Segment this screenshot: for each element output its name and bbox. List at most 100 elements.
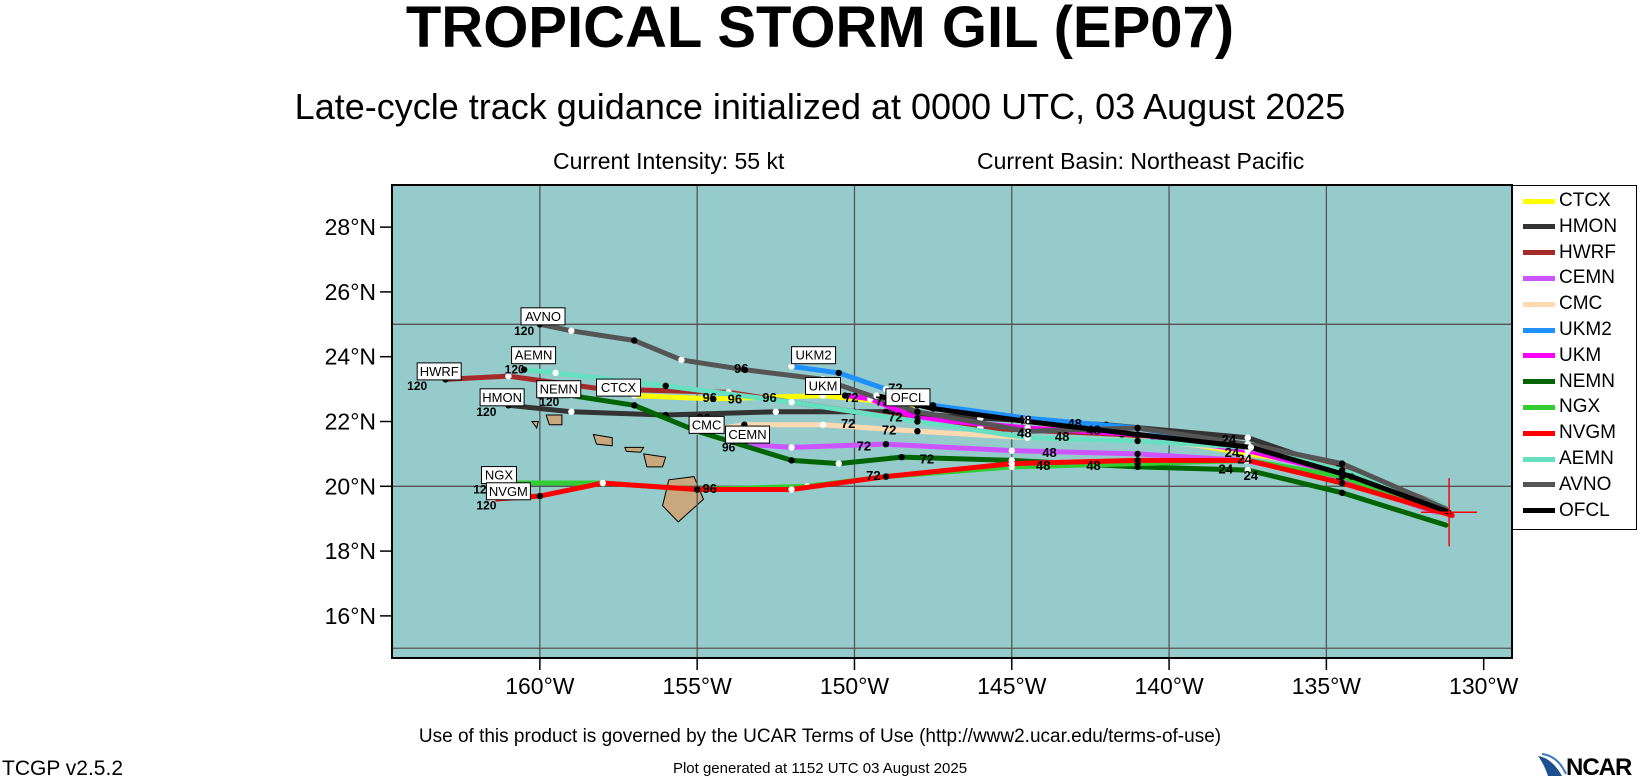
legend-swatch: [1523, 224, 1555, 230]
legend-item-ofcl: OFCL: [1523, 500, 1610, 522]
legend-label: UKM2: [1559, 319, 1612, 340]
end-hour-label: 120: [407, 379, 427, 393]
legend-swatch: [1523, 327, 1555, 333]
hour-label: 48: [1067, 416, 1081, 431]
end-label-box: [688, 415, 725, 434]
legend-item-cmc: CMC: [1523, 293, 1602, 315]
hour-label: 48: [1086, 458, 1100, 473]
hour-label: 24: [1244, 468, 1259, 483]
end-hour-label: 120: [505, 363, 525, 377]
end-label-text: HWRF: [420, 364, 459, 379]
model-end-labels: CTCXHMON120HWRF120CEMN96CMCUKM2UKMNEMN12…: [407, 307, 931, 513]
track-avno: [537, 321, 1449, 512]
ncar-logo-text: NCAR: [1566, 754, 1632, 781]
lon-tick-label: 130°W: [1449, 673, 1519, 699]
end-label-text: CEMN: [728, 427, 766, 442]
lat-tick-label: 18°N: [325, 538, 376, 564]
legend-swatch: [1523, 250, 1555, 256]
end-hour-label: 120: [476, 405, 496, 419]
end-hour-label: 120: [539, 395, 559, 409]
track-point: [631, 402, 638, 409]
legend-label: CTCX: [1559, 190, 1611, 211]
track-point: [788, 457, 795, 464]
legend-swatch: [1523, 198, 1555, 204]
legend-label: NEMN: [1559, 370, 1615, 392]
end-label-box: [805, 376, 842, 395]
end-label-text: CMC: [692, 417, 722, 432]
track-point: [568, 408, 575, 415]
hour-label: 24: [1218, 461, 1233, 476]
track-point: [568, 327, 575, 334]
legend-label: AEMN: [1559, 448, 1614, 469]
end-label-text: UKM: [809, 378, 838, 393]
legend-swatch: [1523, 404, 1555, 410]
terms-of-use: Use of this product is governed by the U…: [418, 726, 1222, 747]
hour-label: 24: [1225, 445, 1240, 460]
legend-item-ukm: UKM: [1523, 345, 1601, 367]
forecast-hour-labels: 9696969696967272727272727272724848484848…: [696, 361, 1259, 496]
track-nemn: [537, 393, 1449, 528]
hour-label: 48: [1036, 458, 1050, 473]
legend-swatch: [1523, 456, 1555, 462]
end-label-box: [511, 346, 557, 365]
track-point: [914, 418, 921, 425]
end-label-box: [485, 482, 531, 501]
hour-label: 96: [703, 481, 717, 496]
hour-label: 72: [857, 439, 871, 454]
model-legend: CTCX HMON HWRF CEMN CMC UKM2 UKM NEMN NGX NVGM AEM…: [1512, 185, 1637, 530]
track-point: [898, 453, 905, 461]
track-point: [929, 405, 937, 412]
ncar-logo-icon: [1538, 753, 1567, 776]
legend-item-ukm2: UKM2: [1523, 319, 1612, 341]
track-point: [1024, 418, 1031, 425]
track-point: [536, 492, 544, 500]
lon-tick-label: 135°W: [1292, 673, 1362, 699]
legend-label: UKM: [1559, 344, 1602, 366]
legend-label: HMON: [1559, 215, 1618, 237]
end-label-text: CTCX: [601, 380, 637, 395]
end-label-box: [885, 388, 931, 407]
end-label-text: AVNO: [525, 309, 561, 324]
track-point: [1244, 434, 1251, 441]
legend-label: NVGM: [1559, 422, 1616, 444]
lon-tick-label: 160°W: [505, 673, 575, 699]
hour-label: 48: [1017, 426, 1031, 441]
track-point: [1134, 431, 1141, 438]
end-label-box: [596, 378, 642, 397]
track-point: [505, 372, 512, 380]
end-label-text: NVGM: [489, 484, 528, 499]
end-label-text: UKM2: [796, 348, 832, 363]
end-label-text: AEMN: [515, 348, 553, 363]
end-label-box: [725, 425, 771, 444]
hour-label: 48: [1017, 413, 1031, 428]
track-point: [835, 369, 842, 377]
legend-swatch: [1523, 508, 1555, 514]
island-shape: [624, 446, 645, 453]
hour-label: 48: [1055, 429, 1069, 444]
legend-label: CEMN: [1559, 267, 1615, 289]
track-point: [599, 479, 606, 487]
track-point: [1338, 479, 1346, 487]
track-point: [1348, 473, 1355, 480]
legend-swatch: [1523, 275, 1555, 281]
hour-label: 72: [920, 452, 934, 467]
map-subtitle: Late-cycle track guidance initialized at…: [294, 86, 1346, 127]
island-shape: [545, 414, 563, 426]
current-basin: Current Basin: Northeast Pacific: [977, 148, 1305, 174]
end-label-text: NEMN: [540, 382, 578, 397]
island-shape: [643, 453, 667, 468]
legend-item-ngx: NGX: [1523, 396, 1600, 418]
legend-label: CMC: [1559, 293, 1603, 315]
legend-item-nemn: NEMN: [1523, 371, 1615, 393]
track-point: [631, 337, 638, 344]
track-point: [873, 392, 880, 399]
legend-swatch: [1523, 482, 1555, 488]
end-label-text: HMON: [482, 390, 522, 405]
current-position-marker: [1421, 478, 1478, 547]
lon-tick-label: 140°W: [1134, 673, 1204, 699]
lat-tick-label: 24°N: [325, 344, 376, 370]
track-point: [835, 460, 842, 467]
legend-label: OFCL: [1559, 499, 1610, 521]
hour-label: 72: [844, 390, 858, 405]
legend-item-hwrf: HWRF: [1523, 242, 1616, 264]
